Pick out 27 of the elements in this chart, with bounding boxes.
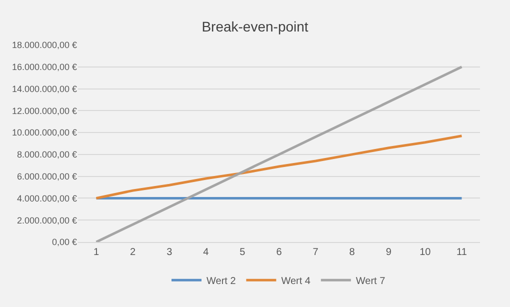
x-tick-label: 5 <box>240 247 246 258</box>
y-tick-label: 12.000.000,00 € <box>12 106 77 116</box>
y-tick-label: 4.000.000,00 € <box>16 193 77 204</box>
x-tick-label: 4 <box>203 247 210 258</box>
chart-title: Break-even-point <box>202 18 308 34</box>
x-tick-label: 8 <box>349 247 356 258</box>
y-tick-label: 2.000.000,00 € <box>16 215 77 226</box>
y-tick-label: 10.000.000,00 € <box>12 128 77 138</box>
y-tick-label: 8.000.000,00 € <box>16 150 77 160</box>
y-tick-label: 0,00 € <box>52 237 77 248</box>
y-tick-label: 16.000.000,00 € <box>12 62 77 72</box>
x-tick-label: 10 <box>420 247 432 258</box>
y-tick-label: 18.000.000,00 € <box>12 40 77 50</box>
line-series <box>95 134 463 200</box>
x-tick-label: 7 <box>312 247 319 258</box>
legend-label: Wert 4 <box>281 276 311 288</box>
legend-label: Wert 2 <box>206 276 236 288</box>
legend-label: Wert 7 <box>356 276 386 288</box>
x-tick-label: 11 <box>456 247 468 258</box>
y-tick-label: 6.000.000,00 € <box>16 171 77 182</box>
y-tick-label: 14.000.000,00 € <box>12 84 77 94</box>
x-tick-label: 1 <box>93 247 100 258</box>
line-series <box>95 66 463 242</box>
x-tick-label: 3 <box>166 247 173 258</box>
x-tick-label: 9 <box>386 247 392 258</box>
x-tick-label: 2 <box>130 247 136 258</box>
x-tick-label: 6 <box>276 247 282 258</box>
